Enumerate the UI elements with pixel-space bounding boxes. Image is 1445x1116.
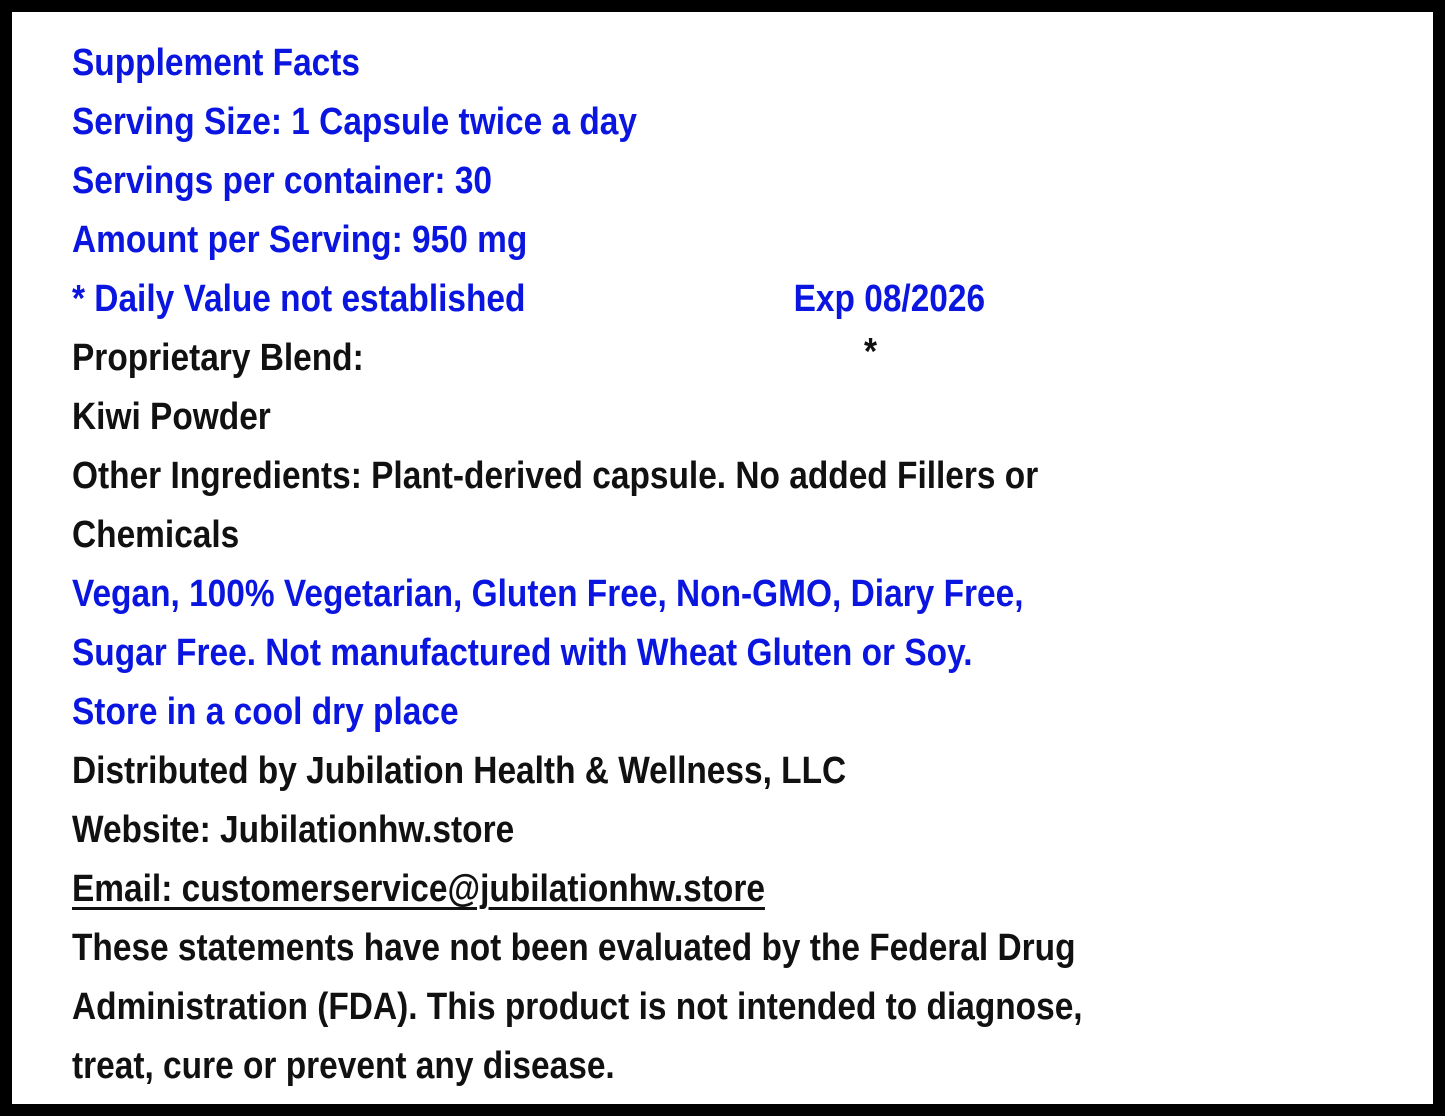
label-title: Supplement Facts xyxy=(72,42,361,84)
ingredient: Kiwi Powder xyxy=(72,396,271,438)
disclaimer-line-1: These statements have not been evaluated… xyxy=(72,927,1076,969)
storage-instructions: Store in a cool dry place xyxy=(72,691,459,733)
website: Website: Jubilationhw.store xyxy=(72,809,515,851)
serving-size: Serving Size: 1 Capsule twice a day xyxy=(72,101,637,143)
blend-row: Proprietary Blend: * xyxy=(72,329,1216,388)
servings-per-container: Servings per container: 30 xyxy=(72,160,493,202)
other-ingredients-line-1: Other Ingredients: Plant-derived capsule… xyxy=(72,455,1039,497)
other-ingredients-line-2: Chemicals xyxy=(72,514,240,556)
blend-label: Proprietary Blend: xyxy=(72,337,364,379)
disclaimer-line-2: Administration (FDA). This product is no… xyxy=(72,986,1083,1028)
daily-value-note: * Daily Value not established xyxy=(72,278,526,320)
daily-value-row: * Daily Value not established Exp 08/202… xyxy=(72,270,1216,329)
disclaimer-line-3: treat, cure or prevent any disease. xyxy=(72,1045,615,1087)
distributor: Distributed by Jubilation Health & Welln… xyxy=(72,750,847,792)
dietary-claims-line-1: Vegan, 100% Vegetarian, Gluten Free, Non… xyxy=(72,573,1024,615)
expiration-date: Exp 08/2026 xyxy=(793,278,986,320)
email-link[interactable]: Email: customerservice@jubilationhw.stor… xyxy=(72,868,765,910)
amount-per-serving: Amount per Serving: 950 mg xyxy=(72,219,528,261)
dietary-claims-line-2: Sugar Free. Not manufactured with Wheat … xyxy=(72,632,973,674)
blend-asterisk: * xyxy=(864,331,878,373)
